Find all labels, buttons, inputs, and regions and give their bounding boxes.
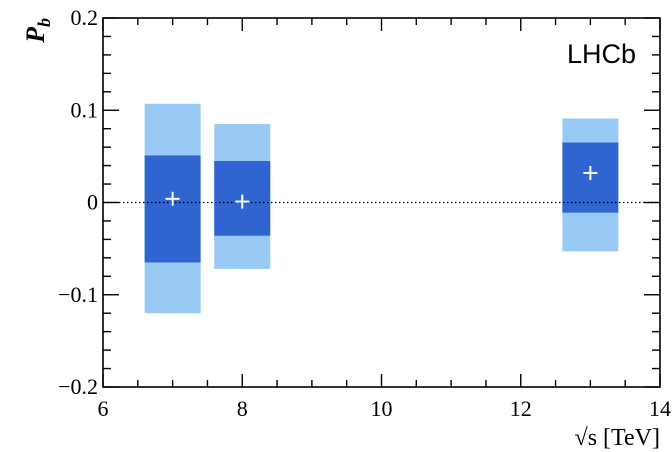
y-tick-label: 0 [87, 190, 98, 215]
x-axis-title: √s [TeV] [575, 425, 660, 451]
lhcb-label: LHCb [567, 39, 636, 69]
x-tick-label: 10 [371, 396, 393, 421]
y-axis-title: Pb [21, 18, 54, 44]
y-tick-label: −0.1 [58, 282, 98, 307]
central-value-markers [165, 165, 598, 209]
y-tick-label: −0.2 [58, 374, 98, 399]
y-tick-label: 0.1 [71, 97, 99, 122]
x-tick-label: 6 [98, 396, 109, 421]
y-tick-labels: −0.2 −0.1 0 0.1 0.2 [58, 5, 98, 399]
y-axis-title-text: Pb [21, 18, 54, 44]
x-axis-title-text: √s [TeV] [575, 425, 660, 451]
x-tick-label: 14 [649, 396, 671, 421]
inner-band-0 [144, 155, 201, 263]
x-tick-label: 12 [510, 396, 532, 421]
x-tick-label: 8 [237, 396, 248, 421]
x-tick-labels: 6 8 10 12 14 [98, 396, 672, 421]
uncertainty-bands [144, 103, 619, 314]
axis-ticks [102, 17, 661, 388]
y-axis-title-symbol: P [21, 26, 50, 44]
y-tick-label: 0.2 [71, 5, 99, 30]
y-axis-title-subscript: b [34, 18, 54, 27]
